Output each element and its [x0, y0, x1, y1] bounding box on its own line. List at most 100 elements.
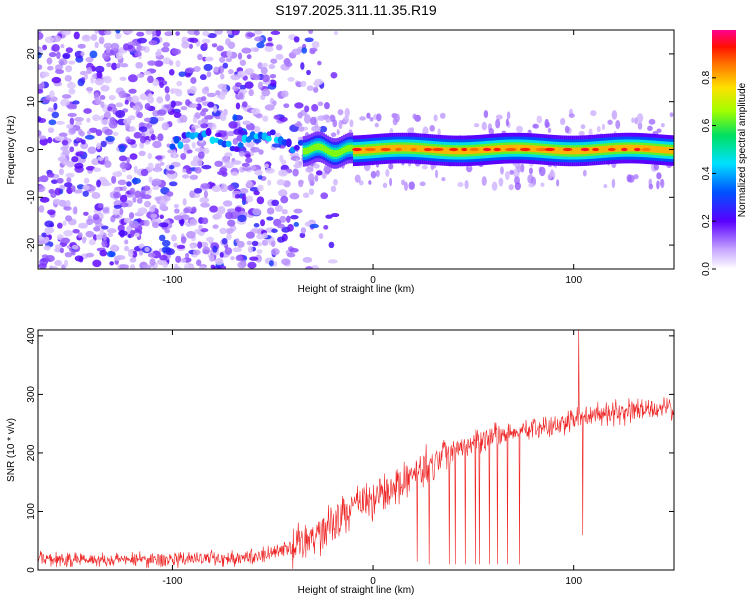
noise-blob	[142, 264, 152, 269]
noise-blob	[69, 146, 75, 153]
noise-blob	[179, 114, 188, 123]
noise-blob	[47, 65, 54, 71]
faint-blob	[349, 119, 354, 128]
noise-blob	[253, 47, 259, 53]
noise-blob	[314, 78, 324, 86]
signal-band-segment	[461, 147, 464, 155]
noise-blob	[72, 229, 80, 234]
signal-band-segment	[605, 145, 608, 153]
noise-blob	[237, 261, 247, 269]
noise-blob	[176, 244, 186, 250]
noise-blob	[306, 69, 311, 76]
noise-blob	[136, 218, 142, 223]
noise-blob	[168, 165, 175, 170]
signal-band-segment	[587, 147, 590, 154]
noise-blob	[55, 69, 65, 75]
noise-blob	[256, 42, 265, 49]
noise-blob	[115, 51, 123, 60]
noise-blob	[110, 42, 120, 51]
noise-blob	[225, 228, 234, 234]
noise-blob	[190, 127, 196, 134]
noise-blob	[311, 264, 320, 269]
noise-blob	[200, 123, 209, 129]
faint-blob	[648, 118, 656, 125]
noise-blob	[77, 78, 85, 87]
noise-blob	[319, 125, 328, 133]
noise-blob	[197, 158, 203, 167]
snr-frame	[37, 329, 675, 571]
noise-blob	[219, 252, 224, 258]
noise-blob	[266, 216, 274, 221]
noise-blob	[61, 30, 72, 36]
noise-blob	[261, 62, 268, 68]
faint-blob	[578, 130, 585, 137]
noise-blob	[289, 192, 300, 200]
snr-y-tick-label: 300	[26, 386, 37, 403]
noise-blob	[63, 229, 73, 237]
spectrogram-y-tick-label: 0	[26, 146, 37, 152]
snr-series-line	[38, 330, 674, 569]
noise-blob	[286, 252, 296, 258]
noise-blob	[38, 176, 43, 183]
noise-blob	[136, 111, 143, 119]
signal-band-segment	[334, 150, 338, 157]
noise-blob	[249, 187, 260, 192]
signal-band-segment	[553, 146, 556, 154]
noise-blob	[136, 73, 145, 79]
noise-blob	[165, 248, 175, 256]
noise-blob	[92, 259, 102, 268]
faint-blob	[647, 125, 653, 132]
noise-blob	[128, 220, 139, 229]
noise-blob	[159, 214, 164, 220]
colorbar-tick-label: 0.8	[701, 70, 712, 84]
weak-band-blob	[177, 141, 184, 150]
noise-blob	[284, 61, 293, 68]
faint-blob	[615, 120, 621, 130]
noise-blob	[38, 89, 44, 94]
noise-blob	[38, 64, 43, 71]
noise-blob	[85, 86, 94, 92]
faint-blob	[342, 116, 350, 124]
faint-blob	[611, 110, 618, 120]
noise-blob	[251, 240, 259, 247]
noise-blob	[69, 117, 75, 126]
noise-blob	[234, 82, 242, 88]
faint-blob	[636, 113, 644, 123]
faint-blob	[388, 163, 394, 170]
signal-band-segment	[340, 147, 344, 155]
signal-band-segment	[399, 144, 402, 152]
colorbar-ticks: 0.0 0.2 0.4 0.6 0.8	[701, 70, 716, 276]
noise-blob	[62, 220, 67, 226]
noise-blob	[111, 62, 118, 71]
signal-band-segment	[421, 145, 424, 153]
noise-blob	[138, 126, 148, 133]
colorbar-tick-label: 0.0	[701, 262, 712, 276]
faint-blob	[505, 171, 510, 181]
faint-blob	[596, 126, 601, 133]
noise-blob	[47, 127, 55, 134]
noise-blob	[66, 176, 72, 183]
noise-blob	[264, 104, 275, 111]
noise-blob	[151, 178, 162, 186]
spectrogram-x-axis-label: Height of straight line (km)	[298, 284, 415, 295]
noise-blob	[330, 212, 340, 218]
noise-blob	[96, 142, 101, 150]
peak-spot	[633, 147, 641, 152]
noise-blob	[119, 194, 128, 203]
noise-blob	[315, 170, 323, 176]
noise-blob	[58, 58, 68, 66]
faint-blob	[404, 181, 408, 191]
noise-blob	[136, 197, 143, 204]
noise-blob	[170, 100, 176, 108]
noise-blob	[161, 239, 171, 247]
noise-blob	[71, 103, 78, 110]
noise-blob	[147, 252, 156, 258]
noise-blob	[155, 30, 162, 37]
signal-band-segment	[555, 147, 558, 154]
noise-blob	[112, 213, 120, 219]
noise-blob	[206, 71, 212, 78]
peak-spot	[519, 147, 531, 152]
faint-blob	[296, 120, 302, 127]
noise-blob	[59, 98, 70, 107]
noise-blob	[280, 90, 289, 98]
